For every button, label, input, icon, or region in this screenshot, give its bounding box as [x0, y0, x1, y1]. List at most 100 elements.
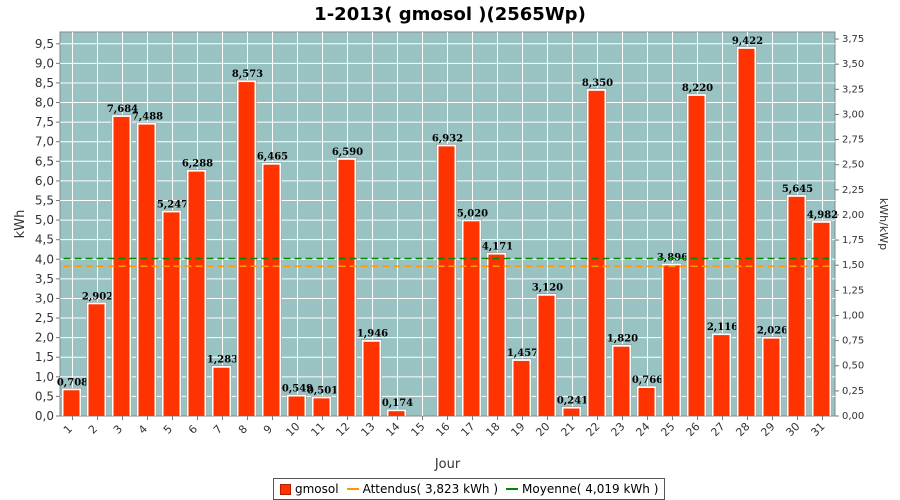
bar [163, 212, 180, 416]
bar-value-label: 2,902 [82, 291, 113, 302]
x-tick-label: 13 [358, 420, 377, 439]
bar [238, 82, 255, 416]
x-tick-label: 11 [308, 420, 327, 439]
bar [438, 146, 455, 416]
x-tick-label: 2 [86, 422, 100, 436]
y2-axis-title: kWh/kWp [877, 198, 890, 250]
y-tick-label: 5,5 [35, 193, 54, 207]
legend-label-gmosol: gmosol [295, 482, 339, 496]
bar-value-label: 8,350 [582, 78, 613, 89]
x-tick-label: 8 [236, 422, 250, 436]
bar [788, 196, 805, 416]
bar-value-label: 6,465 [257, 152, 288, 163]
bar [188, 171, 205, 416]
bar-value-label: 7,684 [107, 104, 138, 115]
y-tick-label: 1,0 [35, 370, 54, 384]
x-tick-label: 31 [808, 420, 827, 439]
bar [813, 222, 830, 416]
chart-title: 1-2013( gmosol )(2565Wp) [314, 4, 586, 25]
y-tick-label: 7,0 [35, 135, 54, 149]
x-tick-label: 15 [408, 420, 427, 439]
bar-value-label: 5,645 [782, 184, 813, 195]
y-tick-label: 6,0 [35, 174, 54, 188]
bar [763, 338, 780, 416]
legend-label-moyenne: Moyenne( 4,019 kWh ) [522, 482, 659, 496]
bar-value-label: 0,241 [557, 396, 588, 407]
bar [513, 360, 530, 416]
x-tick-label: 22 [583, 420, 602, 439]
y-tick-label: 9,0 [35, 56, 54, 70]
bar [338, 159, 355, 416]
x-tick-label: 25 [658, 420, 677, 439]
x-tick-label: 20 [533, 420, 552, 439]
bar-value-label: 1,820 [607, 334, 638, 345]
legend-swatch-bar [280, 483, 291, 495]
x-tick-label: 6 [186, 422, 200, 436]
x-tick-label: 9 [261, 422, 275, 436]
y-tick-label: 4,0 [35, 252, 54, 266]
y-tick-label: 9,5 [35, 37, 54, 51]
bar [463, 221, 480, 416]
bar [638, 387, 655, 416]
y2-tick-label: 2,75 [842, 135, 864, 146]
legend-line-moyenne [506, 488, 519, 490]
bar [213, 367, 230, 416]
x-tick-label: 30 [783, 420, 802, 439]
x-tick-label: 3 [111, 422, 125, 436]
y2-tick-label: 2,00 [842, 210, 864, 221]
y-tick-label: 4,5 [35, 233, 54, 247]
bar-value-label: 5,020 [457, 208, 488, 219]
bar-value-label: 0,501 [307, 385, 338, 396]
x-tick-label: 1 [61, 422, 75, 436]
y-tick-label: 2,5 [35, 311, 54, 325]
bar-value-label: 0,766 [632, 375, 663, 386]
bar-value-label: 2,026 [757, 326, 788, 337]
bar-value-label: 0,549 [282, 383, 313, 394]
x-tick-label: 5 [161, 422, 175, 436]
legend-item-attendus: Attendus( 3,823 kWh ) [346, 482, 498, 496]
y2-tick-label: 1,25 [842, 285, 864, 296]
bar-value-label: 7,488 [132, 112, 163, 123]
y2-tick-label: 0,75 [842, 336, 864, 347]
bar-value-label: 8,220 [682, 83, 713, 94]
y2-tick-label: 1,00 [842, 310, 864, 321]
bar [263, 164, 280, 416]
bar [688, 95, 705, 416]
x-tick-label: 21 [558, 420, 577, 439]
y-tick-label: 0,5 [35, 389, 54, 403]
y2-tick-label: 1,50 [842, 260, 864, 271]
legend-line-attendus [346, 488, 359, 490]
bar-value-label: 6,288 [182, 159, 213, 170]
y-tick-label: 7,5 [35, 115, 54, 129]
x-axis-title: Jour [434, 457, 461, 472]
y-tick-label: 8,5 [35, 76, 54, 90]
bar [363, 341, 380, 416]
bar [663, 265, 680, 416]
x-tick-label: 18 [483, 420, 502, 439]
bar [288, 396, 305, 416]
y-tick-label: 1,5 [35, 350, 54, 364]
bar [538, 295, 555, 416]
bar [588, 90, 605, 416]
bar-value-label: 6,590 [332, 147, 363, 158]
bar [488, 254, 505, 416]
bar-value-label: 0,708 [57, 377, 88, 388]
x-tick-label: 7 [211, 422, 225, 436]
bar-value-label: 8,573 [232, 69, 263, 80]
y-tick-label: 6,5 [35, 154, 54, 168]
x-tick-label: 24 [633, 420, 652, 439]
bar [63, 390, 80, 416]
y2-tick-label: 1,75 [842, 235, 864, 246]
y-tick-label: 2,0 [35, 331, 54, 345]
y2-tick-label: 3,00 [842, 109, 864, 120]
bar [138, 124, 155, 416]
x-tick-label: 28 [733, 420, 752, 439]
x-tick-label: 26 [683, 420, 702, 439]
bar-value-label: 4,982 [807, 210, 838, 221]
bar-value-label: 2,116 [707, 322, 738, 333]
bar-value-label: 6,932 [432, 133, 463, 144]
legend-item-gmosol: gmosol [280, 482, 339, 496]
bar [563, 408, 580, 416]
